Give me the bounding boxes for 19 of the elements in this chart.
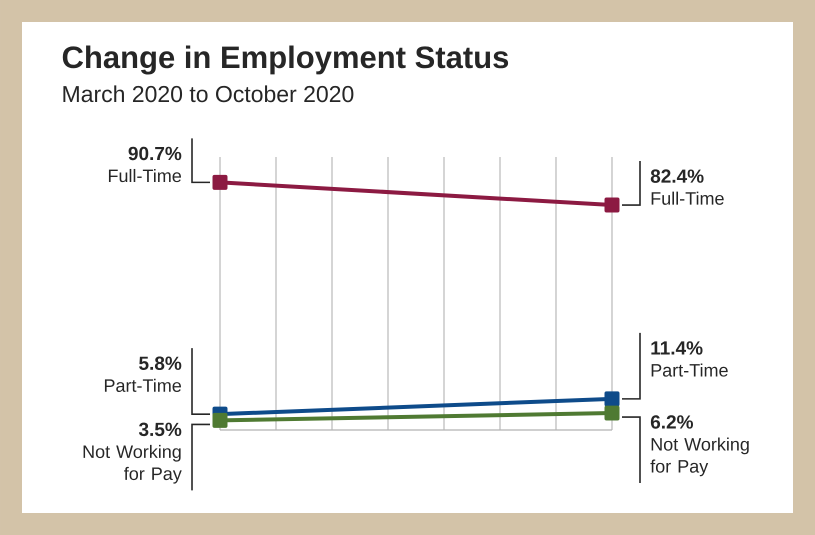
point — [604, 406, 620, 421]
data-label: 3.5% — [138, 422, 182, 436]
point — [604, 391, 620, 406]
data-label: 6.2% — [650, 415, 693, 429]
series-label: Full-Time — [108, 168, 181, 182]
point — [212, 174, 228, 190]
chart-title: Change in Employment Status — [62, 46, 508, 75]
text: Not Working for Pay — [84, 444, 182, 484]
chart-subtitle: March 2020 to October 2020 — [63, 85, 354, 102]
data-label: 90.7% — [128, 146, 182, 160]
text: Part-Time — [104, 378, 181, 392]
point — [604, 198, 620, 213]
data-label: 5.8% — [139, 356, 182, 370]
data-label: 11.4% — [651, 341, 703, 355]
text: Part-Time — [652, 363, 728, 377]
point — [212, 412, 228, 428]
text: Full-Time — [652, 192, 724, 205]
data-label: 82.4% — [650, 169, 704, 183]
text: Not Working for Pay — [650, 437, 749, 476]
